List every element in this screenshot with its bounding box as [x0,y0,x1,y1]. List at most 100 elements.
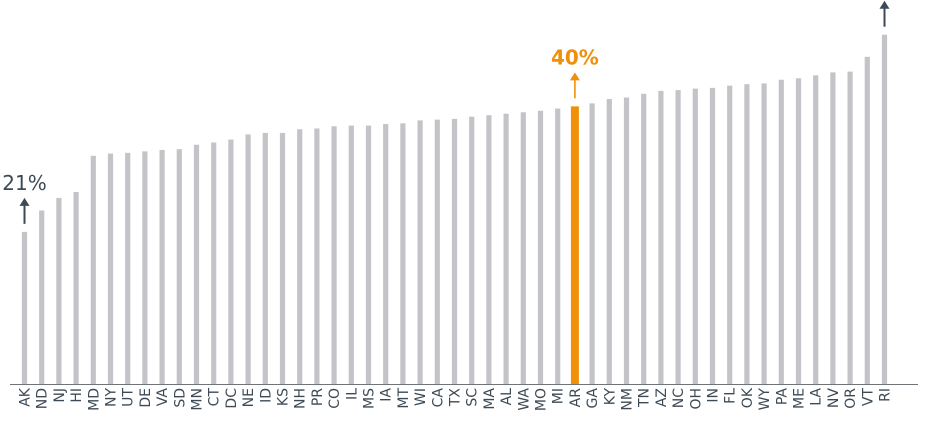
x-tick-label: UT [121,388,137,407]
bar-nh [297,129,303,384]
x-tick-label: NV [826,388,842,408]
bar-tn [641,93,647,384]
bar-ak [21,231,28,384]
bar-co [331,126,337,384]
bar-ma [486,115,492,384]
x-tick-label: AK [18,387,34,407]
bar-wa [520,112,526,384]
bar-tx [451,118,458,384]
bar-fl [727,85,733,384]
bar-az [658,90,664,384]
bar-ks [279,132,286,384]
x-tick-label: LA [809,388,825,406]
bar-ca [434,119,440,384]
bar-va [159,149,165,384]
bar-md [90,155,96,384]
bar-de [142,151,148,384]
x-tick-label: TX [448,388,464,408]
x-tick-label: OK [740,387,756,408]
bars-group [21,34,888,385]
arrow-up-icon [19,197,30,206]
x-tick-label: IL [344,388,360,400]
x-tick-label: NY [104,388,120,407]
bar-ar [570,106,579,384]
x-tick-label: PR [310,388,326,406]
bar-wy [761,83,767,384]
bar-ga [589,103,595,384]
x-tick-label: MD [86,388,102,411]
bar-nm [623,97,630,384]
bar-in [709,87,716,384]
x-tick-label: NM [620,388,636,411]
x-tick-label: WY [757,388,773,411]
x-tick-label: SD [172,388,188,408]
bar-ne [245,134,251,384]
bar-al [503,113,509,384]
x-tick-label: KS [276,388,292,406]
x-tick-label: KY [602,388,618,406]
bar-nc [675,90,681,384]
x-tick-label: CA [430,388,446,408]
x-tick-label: NJ [52,388,68,403]
x-tick-label: CT [207,388,223,407]
x-tick-label: GA [585,388,601,409]
bar-mi [555,108,561,385]
bar-me [795,78,802,384]
x-tick-label: WA [516,388,532,411]
arrow-up-icon [569,72,580,81]
x-tick-label: VA [155,388,171,407]
bar-mn [193,144,200,384]
bar-ut [125,152,131,384]
x-tick-label: MA [482,388,498,410]
bar-pr [314,128,320,384]
x-tick-label: NH [293,388,309,409]
bar-ok [744,84,750,385]
x-tick-label: IA [379,388,395,402]
x-tick-label: IN [706,388,722,403]
bar-hi [73,192,79,384]
x-tick-label: ND [35,388,51,409]
bar-nv [830,72,836,385]
arrow-up-icon [879,0,890,9]
bar-ia [383,124,389,384]
bar-or [847,71,853,384]
bar-ri [881,34,888,385]
x-tick-label: AL [499,388,515,406]
x-tick-label: SC [465,388,481,407]
x-tick-label: ID [258,388,274,403]
x-tick-label: CO [327,388,343,409]
x-tick-label: MO [534,388,550,411]
bar-sc [469,116,475,385]
bar-oh [692,88,698,385]
x-tick-label: MT [396,388,412,409]
bar-il [348,125,354,384]
bar-wi [417,120,423,385]
bar-nd [39,210,45,384]
x-tick-label: ME [792,388,808,409]
x-tick-label: DE [138,388,154,408]
bar-mo [537,110,544,385]
x-tick-label: DC [224,388,240,409]
bar-id [262,132,268,384]
x-tick-label: MI [551,388,567,404]
x-tick-label: AZ [654,388,670,407]
annotation-label-ar: 40% [551,45,599,69]
x-tick-label: AR [568,388,584,408]
bar-mt [400,123,406,384]
x-tick-label: WI [413,388,429,406]
bar-ct [211,142,217,384]
annotations-group: 21%40%49% [2,0,890,224]
x-tick-label: PA [774,388,790,406]
bar-ny [107,153,114,384]
bar-dc [228,139,234,384]
x-tick-label: OR [843,388,859,409]
annotation-label-ak: 21% [2,171,46,195]
x-tick-labels: AK ND NJ HI MD NY UT DE VA SD MN CT DC NE ID KS NH PR CO IL… [18,387,894,411]
x-tick-label: TN [637,388,653,408]
bar-vt [864,56,870,385]
bar-la [813,75,819,384]
bar-nj [56,197,62,384]
x-tick-label: NC [671,388,687,408]
bar-pa [778,79,784,384]
